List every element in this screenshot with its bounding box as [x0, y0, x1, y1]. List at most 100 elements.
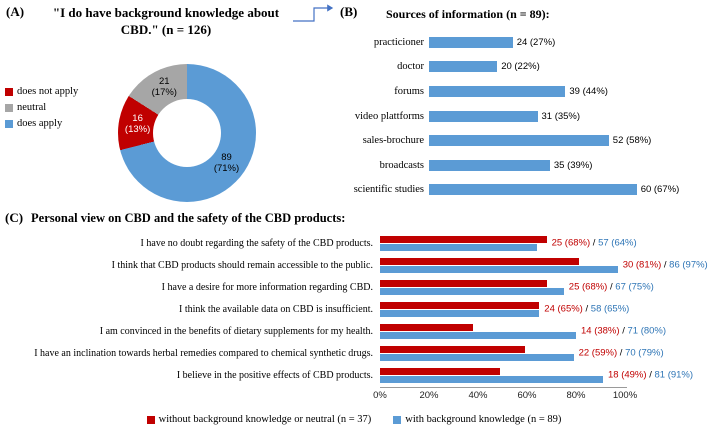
panel-a-legend: does not apply neutral does apply	[5, 86, 78, 129]
value-label: 52 (58%)	[612, 135, 652, 147]
panel-c-legend: without background knowledge or neutral …	[0, 414, 708, 425]
category-label: I have no doubt regarding the safety of …	[140, 237, 373, 249]
bar	[429, 135, 609, 147]
category-label: sales-brochure	[362, 135, 424, 147]
panel-a-title-line2: CBD." (n = 126)	[120, 21, 212, 37]
bar-with-background	[380, 265, 618, 273]
bar-area: 22 (59%) / 70 (79%)	[380, 342, 708, 364]
bar-row: broadcasts 35 (39%)	[334, 153, 708, 178]
panel-b: (B) Sources of information (n = 89): pra…	[334, 0, 708, 206]
value-separator: /	[617, 347, 626, 359]
donut-slice-label: 16 (13%)	[124, 113, 151, 136]
bar-track: 31 (35%)	[429, 110, 708, 122]
value-without-background: 25 (68%)	[568, 281, 608, 293]
value-label: 60 (67%)	[640, 184, 680, 196]
value-without-background: 22 (59%)	[578, 347, 618, 359]
connector-arrow	[293, 4, 334, 22]
value-label: 14 (38%) / 71 (80%)	[581, 326, 666, 337]
bar	[429, 61, 498, 73]
value-label: 39 (44%)	[569, 85, 608, 97]
grouped-bar-row: I believe in the positive effects of CBD…	[0, 364, 708, 386]
bar-row: sales-brochure 52 (58%)	[334, 128, 708, 153]
panel-a-tag: (A)	[6, 4, 25, 19]
legend-item: neutral	[5, 102, 78, 113]
bar-with-background	[380, 375, 603, 383]
bar-row: practicioner 24 (27%)	[334, 30, 708, 55]
value-without-background: 24 (65%)	[544, 303, 583, 315]
category-label: video plattforms	[354, 110, 424, 122]
panel-b-title: Sources of information (n = 89):	[386, 7, 550, 21]
category-label: practicioner	[373, 36, 424, 48]
legend-item: does not apply	[5, 86, 78, 97]
grouped-bar-row: I have a desire for more information reg…	[0, 276, 708, 298]
panel-c: (C) Personal view on CBD and the safety o…	[0, 208, 708, 440]
bar-track: 24 (27%)	[429, 36, 708, 48]
bar-row: doctor 20 (22%)	[334, 55, 708, 80]
bar	[429, 85, 566, 97]
category-label: I think the available data on CBD is ins…	[179, 303, 373, 315]
bar	[429, 110, 538, 122]
value-separator: /	[590, 237, 599, 249]
panel-b-tag: (B)	[340, 4, 358, 19]
bar-with-background	[380, 287, 564, 295]
bar	[429, 184, 637, 196]
bar-area: 24 (65%) / 58 (65%)	[380, 298, 708, 320]
value-separator: /	[661, 259, 670, 271]
bar	[429, 159, 550, 171]
category-label: I have an inclination towards herbal rem…	[34, 347, 373, 359]
value-without-background: 14 (38%)	[581, 325, 620, 337]
bar-track: 20 (22%)	[429, 61, 708, 73]
sources-rows: practicioner 24 (27%) doctor 20 (22%) forums…	[334, 30, 708, 202]
bar-without-background	[380, 257, 579, 265]
axis-tick-label: 40%	[468, 390, 488, 401]
bar-row: scientific studies 60 (67%)	[334, 178, 708, 203]
value-with-background: 86 (97%)	[669, 259, 708, 271]
donut-chart: 89 (71%) 16 (13%) 21 (17%)	[118, 64, 256, 202]
legend-item: does apply	[5, 118, 78, 129]
legend-swatch	[5, 87, 13, 96]
bar-without-background	[380, 301, 540, 309]
value-separator: /	[646, 369, 655, 381]
bar-with-background	[380, 353, 574, 361]
bar-area: 30 (81%) / 86 (97%)	[380, 254, 708, 276]
value-label: 24 (27%)	[516, 36, 556, 48]
panel-c-title: Personal view on CBD and the safety of t…	[31, 211, 346, 225]
grouped-bar-row: I am convinced in the benefits of dietar…	[0, 320, 708, 342]
value-with-background: 67 (75%)	[615, 281, 654, 293]
category-label: doctor	[397, 61, 424, 73]
value-without-background: 30 (81%)	[622, 259, 662, 271]
bar-track: 35 (39%)	[429, 159, 708, 171]
panel-a: (A) "I do have background knowledge abou…	[0, 0, 332, 208]
value-with-background: 58 (65%)	[590, 303, 630, 315]
bar-track: 52 (58%)	[429, 135, 708, 147]
bar-track: 39 (44%)	[429, 85, 708, 97]
value-with-background: 57 (64%)	[598, 237, 637, 249]
grouped-bar-row: I have an inclination towards herbal rem…	[0, 342, 708, 364]
grouped-bar-row: I have no doubt regarding the safety of …	[0, 232, 708, 254]
panel-c-header: (C) Personal view on CBD and the safety o…	[5, 210, 345, 226]
value-label: 35 (39%)	[553, 159, 593, 171]
bar-without-background	[380, 345, 525, 353]
legend-label: does not apply	[17, 86, 79, 97]
grouped-bar-row: I think that CBD products should remain …	[0, 254, 708, 276]
category-label: I think that CBD products should remain …	[111, 259, 373, 271]
value-separator: /	[607, 281, 616, 293]
axis-tick-label: 80%	[566, 390, 586, 401]
category-label: forums	[394, 85, 424, 97]
category-label: I have a desire for more information reg…	[161, 281, 373, 293]
bar-without-background	[380, 367, 501, 375]
value-with-background: 71 (80%)	[627, 325, 667, 337]
value-with-background: 81 (91%)	[654, 369, 694, 381]
category-label: broadcasts	[379, 159, 424, 171]
value-label: 25 (68%) / 57 (64%)	[552, 238, 637, 249]
bar-without-background	[380, 279, 547, 287]
bar-area: 25 (68%) / 57 (64%)	[380, 232, 708, 254]
value-with-background: 70 (79%)	[625, 347, 664, 359]
value-label: 24 (65%) / 58 (65%)	[544, 304, 629, 315]
legend-label: without background knowledge or neutral …	[158, 414, 372, 425]
value-label: 18 (49%) / 81 (91%)	[608, 370, 693, 381]
bar-area: 14 (38%) / 71 (80%)	[380, 320, 708, 342]
value-without-background: 25 (68%)	[551, 237, 591, 249]
donut-slice-label: 21 (17%)	[151, 76, 177, 99]
